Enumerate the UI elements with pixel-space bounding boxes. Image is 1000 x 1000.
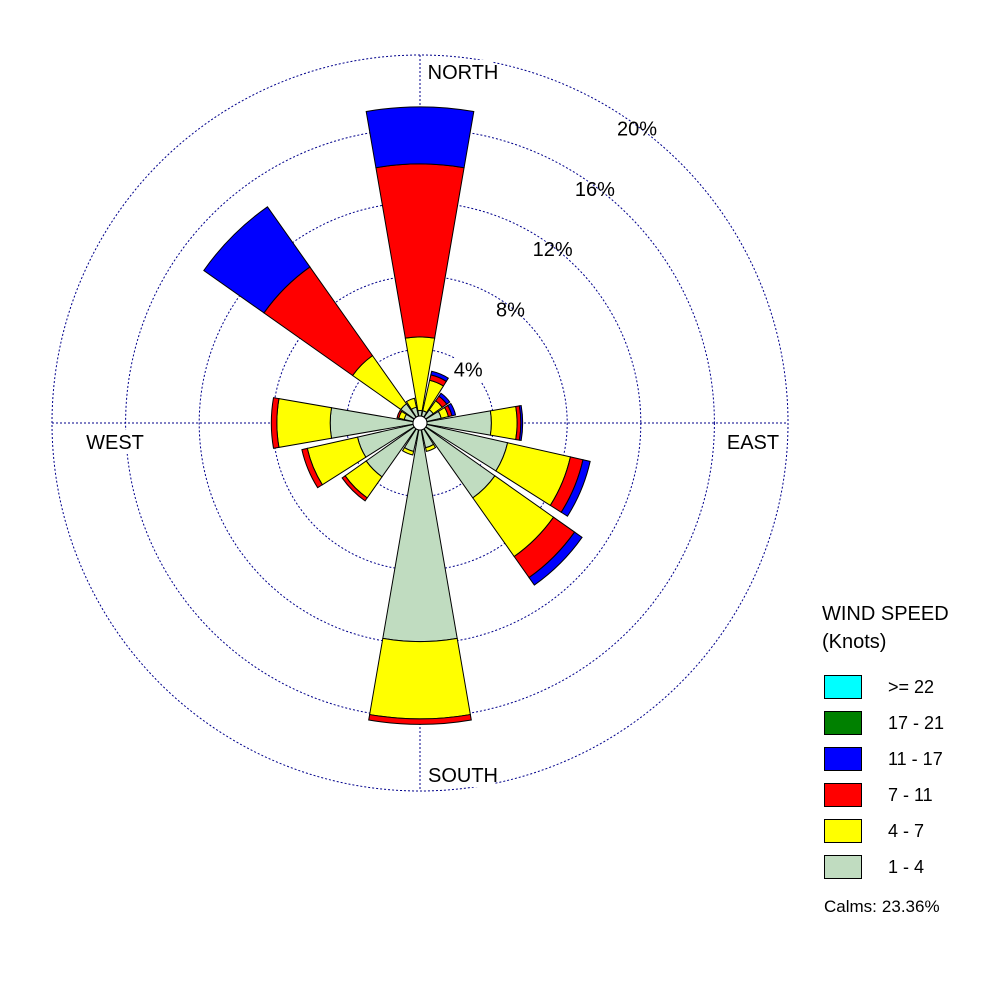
petal-se-11-17-knots xyxy=(528,531,583,586)
north-label-background xyxy=(432,60,494,84)
petal-s-7-11-knots xyxy=(368,713,472,725)
ring-label-4-percent-background xyxy=(454,357,483,382)
legend-label: 17 - 21 xyxy=(888,713,945,733)
calms-value: 23.36% xyxy=(881,897,940,916)
legend: WIND SPEED (Knots) >= 22 17 - 21 11 - 17 7 … xyxy=(822,600,992,916)
petal-e-11-17-knots xyxy=(518,404,524,442)
legend-item: 11 - 17 xyxy=(824,747,984,773)
legend-item: 7 - 11 xyxy=(824,783,984,809)
legend-label: >= 22 xyxy=(888,677,935,697)
petal-n-7-11-knots xyxy=(375,163,465,339)
east-label: EAST xyxy=(727,432,779,454)
petal-ssw-4-7-knots xyxy=(401,446,415,456)
petal-nnw-4-7-knots xyxy=(405,397,418,410)
petal-sw-7-11-knots xyxy=(341,475,368,502)
petal-s-4-7-knots xyxy=(369,637,471,720)
ring-label-20-percent: 20% xyxy=(617,119,657,141)
legend-swatch xyxy=(824,747,862,771)
calms-readout: Calms: 23.36% xyxy=(824,897,945,917)
petal-s-1-4-knots xyxy=(382,429,458,643)
petal-nw-11-17-knots xyxy=(203,206,311,314)
legend-swatch xyxy=(824,675,862,699)
ring-label-8-percent: 8% xyxy=(496,299,525,321)
petal-ne-11-17-knots xyxy=(438,392,451,405)
south-label-background xyxy=(432,763,494,787)
west-label: WEST xyxy=(86,432,144,454)
legend-label: 7 - 11 xyxy=(888,785,933,805)
ring-label-16-percent: 16% xyxy=(575,179,615,201)
legend-swatch xyxy=(824,711,862,735)
legend-swatch xyxy=(824,783,862,807)
legend-units: (Knots) xyxy=(822,631,887,653)
south-label: SOUTH xyxy=(428,765,498,787)
legend-swatch xyxy=(824,855,862,879)
petal-e-4-7-knots xyxy=(489,405,518,441)
petal-wsw-7-11-knots xyxy=(301,447,324,489)
wind-petals xyxy=(203,106,591,725)
legend-item: >= 22 xyxy=(824,675,984,701)
ring-label-12-percent: 12% xyxy=(533,239,573,261)
ring-label-4-percent: 4% xyxy=(454,360,483,382)
petal-ese-11-17-knots xyxy=(560,459,591,517)
legend-label: 11 - 17 xyxy=(888,749,943,769)
legend-label: 1 - 4 xyxy=(888,857,925,877)
legend-item: 17 - 21 xyxy=(824,711,984,737)
center-hub xyxy=(412,415,428,431)
petal-nne-11-17-knots xyxy=(430,370,450,383)
petal-n-11-17-knots xyxy=(365,106,475,169)
legend-title: WIND SPEED xyxy=(822,603,949,625)
calms-label: Calms: xyxy=(824,897,877,916)
legend-item: 4 - 7 xyxy=(824,819,984,845)
legend-item: 1 - 4 xyxy=(824,855,984,881)
petal-sse-4-7-knots xyxy=(424,443,437,452)
legend-label: 4 - 7 xyxy=(888,821,925,841)
west-label-background xyxy=(90,430,140,454)
north-label: NORTH xyxy=(428,62,499,84)
petal-ene-11-17-knots xyxy=(447,402,457,417)
legend-swatch xyxy=(824,819,862,843)
chart-labels: NORTH SOUTH WEST EAST 4% 8% 12% 16% 20% xyxy=(86,60,779,787)
east-label-background xyxy=(728,430,778,454)
petal-wnw-7-11-knots xyxy=(396,409,403,419)
petal-w-4-7-knots xyxy=(276,398,333,448)
petal-w-7-11-knots xyxy=(270,397,280,449)
